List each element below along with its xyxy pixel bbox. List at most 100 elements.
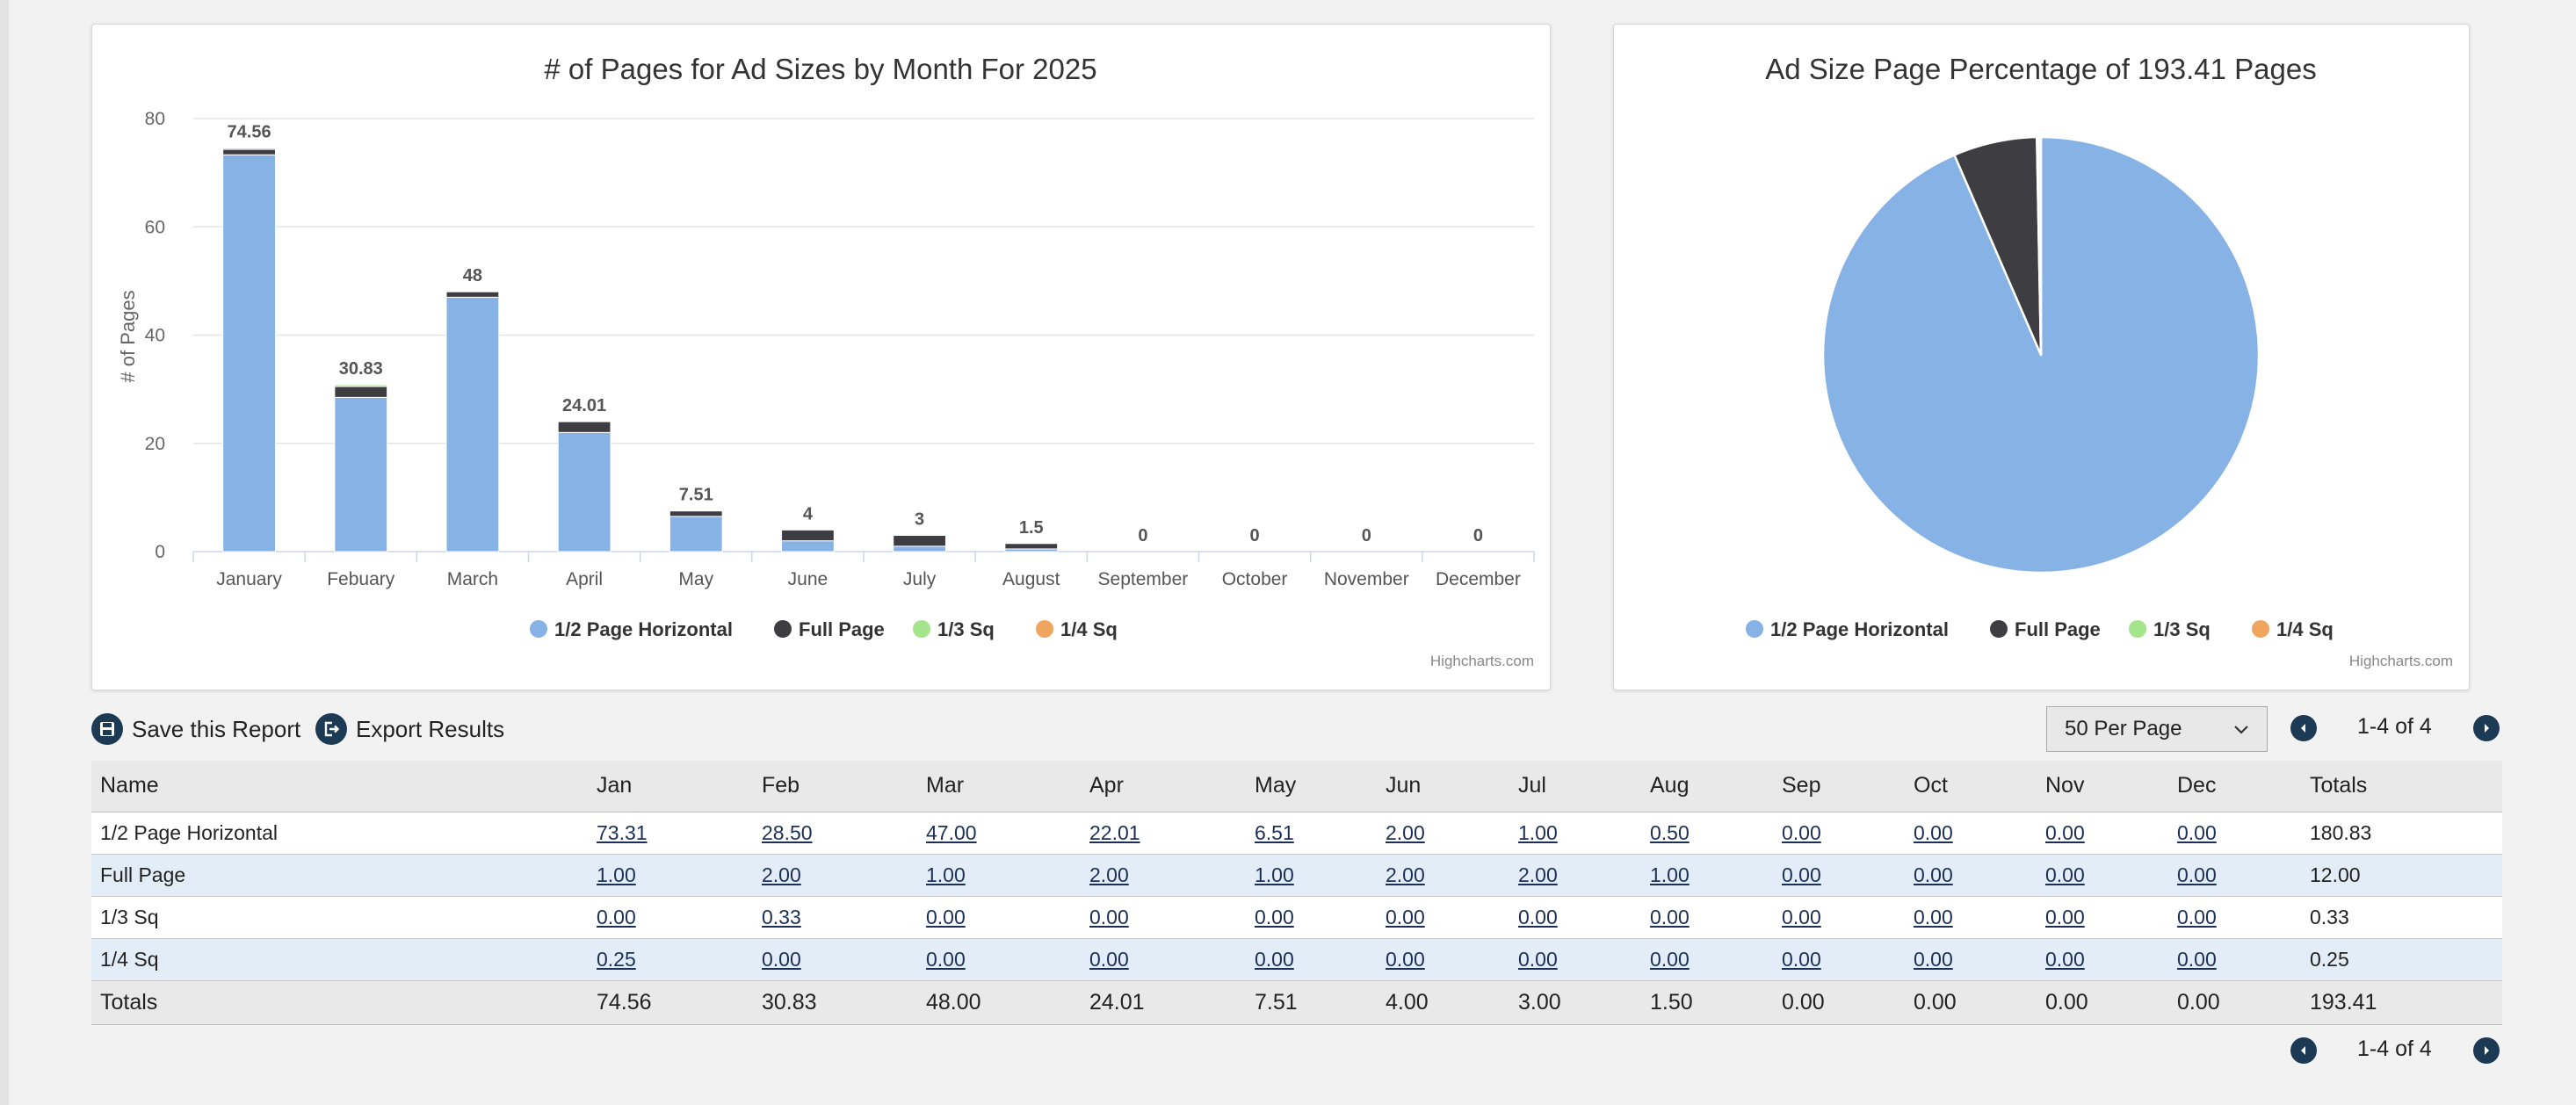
cell-link[interactable]: 0.00 xyxy=(2177,820,2217,844)
per-page-value: 50 Per Page xyxy=(2065,717,2182,740)
totals-cell: 0.00 xyxy=(1905,980,2037,1025)
data-label: 1.5 xyxy=(1019,518,1044,538)
cell-link[interactable]: 1.00 xyxy=(926,863,966,886)
legend-label: 1/4 Sq xyxy=(2276,618,2334,640)
cell-link[interactable]: 0.00 xyxy=(1650,905,1690,928)
cell-link[interactable]: 0.00 xyxy=(1782,905,1821,928)
cell-link[interactable]: 47.00 xyxy=(926,820,977,844)
prev-page-icon xyxy=(2301,724,2305,733)
cell-link[interactable]: 0.00 xyxy=(2045,820,2085,844)
cell-link[interactable]: 1.00 xyxy=(597,863,636,886)
cell-link[interactable]: 0.00 xyxy=(1914,947,1953,971)
cell-link[interactable]: 0.00 xyxy=(1089,947,1129,971)
cell-link[interactable]: 0.00 xyxy=(1386,905,1425,928)
cell-link[interactable]: 0.00 xyxy=(1255,947,1294,971)
legend-label: Full Page xyxy=(799,618,885,640)
cell-link[interactable]: 0.00 xyxy=(926,905,966,928)
legend-item-4[interactable]: 1/4 Sq xyxy=(1036,618,1118,640)
cell-link[interactable]: 2.00 xyxy=(762,863,801,886)
table-cell: 0.00 xyxy=(1641,938,1773,981)
cell-link[interactable]: 0.00 xyxy=(2045,863,2085,886)
cell-link[interactable]: 0.00 xyxy=(1255,905,1294,928)
cell-link[interactable]: 0.00 xyxy=(1518,905,1558,928)
column-header[interactable]: Dec xyxy=(2168,761,2301,812)
legend-item-3[interactable]: 1/3 Sq xyxy=(913,618,995,640)
cell-link[interactable]: 2.00 xyxy=(1386,863,1425,886)
column-header[interactable]: Jan xyxy=(588,761,753,812)
bar-segment xyxy=(557,421,611,433)
bar-segment xyxy=(669,510,723,517)
cell-link[interactable]: 6.51 xyxy=(1255,820,1294,844)
pie-chart-credit[interactable]: Highcharts.com xyxy=(2348,653,2453,669)
cell-link[interactable]: 2.00 xyxy=(1386,820,1425,844)
cell-link[interactable]: 2.00 xyxy=(1518,863,1558,886)
save-report-button[interactable]: Save this Report xyxy=(91,711,300,747)
per-page-select[interactable]: 50 Per Page xyxy=(2046,706,2268,752)
table-cell: 0.00 xyxy=(1509,938,1641,981)
cell-link[interactable]: 28.50 xyxy=(762,820,813,844)
column-header[interactable]: Apr xyxy=(1081,761,1246,812)
row-name: 1/2 Page Horizontal xyxy=(91,812,588,855)
cell-link[interactable]: 0.00 xyxy=(2177,947,2217,971)
column-header[interactable]: Sep xyxy=(1773,761,1905,812)
cell-link[interactable]: 1.00 xyxy=(1518,820,1558,844)
pie-legend-item-3[interactable]: 1/3 Sq xyxy=(2129,618,2211,640)
cell-link[interactable]: 0.00 xyxy=(1386,947,1425,971)
cell-link[interactable]: 0.00 xyxy=(1650,947,1690,971)
cell-link[interactable]: 0.00 xyxy=(1089,905,1129,928)
column-header[interactable]: Name xyxy=(91,761,588,812)
cell-link[interactable]: 1.00 xyxy=(1255,863,1294,886)
next-page-button-bottom[interactable] xyxy=(2473,1037,2500,1064)
prev-page-button-top[interactable] xyxy=(2290,715,2317,741)
cell-link[interactable]: 2.00 xyxy=(1089,863,1129,886)
next-page-icon xyxy=(2485,724,2489,733)
cell-link[interactable]: 0.33 xyxy=(762,905,801,928)
totals-cell: 0.00 xyxy=(2168,980,2301,1025)
cell-link[interactable]: 73.31 xyxy=(597,820,648,844)
cell-link[interactable]: 0.00 xyxy=(2045,905,2085,928)
prev-page-button-bottom[interactable] xyxy=(2290,1037,2317,1064)
cell-link[interactable]: 0.00 xyxy=(1782,820,1821,844)
bar-segment xyxy=(893,545,946,552)
cell-link[interactable]: 0.00 xyxy=(2177,863,2217,886)
cell-link[interactable]: 0.00 xyxy=(597,905,636,928)
data-label: 0 xyxy=(1362,526,1371,545)
cell-link[interactable]: 0.00 xyxy=(1782,947,1821,971)
pie-legend-item-2[interactable]: Full Page xyxy=(1990,618,2101,640)
cell-link[interactable]: 1.00 xyxy=(1650,863,1690,886)
column-header[interactable]: May xyxy=(1246,761,1377,812)
cell-link[interactable]: 0.00 xyxy=(1914,905,1953,928)
cell-link[interactable]: 0.00 xyxy=(2177,905,2217,928)
bar-chart-credit[interactable]: Highcharts.com xyxy=(1429,653,1534,669)
column-header[interactable]: Aug xyxy=(1641,761,1773,812)
cell-link[interactable]: 0.00 xyxy=(1782,863,1821,886)
column-header[interactable]: Feb xyxy=(753,761,917,812)
table-cell: 0.00 xyxy=(2037,812,2168,855)
column-header[interactable]: Nov xyxy=(2037,761,2168,812)
export-results-button[interactable]: Export Results xyxy=(315,711,504,747)
column-header[interactable]: Mar xyxy=(917,761,1081,812)
bar-segment xyxy=(222,154,276,552)
cell-link[interactable]: 0.00 xyxy=(2045,947,2085,971)
cell-link[interactable]: 0.50 xyxy=(1650,820,1690,844)
cell-link[interactable]: 0.00 xyxy=(1914,820,1953,844)
cell-link[interactable]: 22.01 xyxy=(1089,820,1140,844)
totals-cell: 0.00 xyxy=(2037,980,2168,1025)
legend-item-2[interactable]: Full Page xyxy=(774,618,885,640)
column-header[interactable]: Jun xyxy=(1377,761,1509,812)
page-range-top: 1-4 of 4 xyxy=(2357,714,2432,739)
cell-link[interactable]: 0.00 xyxy=(762,947,801,971)
legend-item-1[interactable]: 1/2 Page Horizontal xyxy=(530,618,733,640)
table-cell: 0.00 xyxy=(2168,854,2301,897)
x-tick-label: June xyxy=(788,569,829,589)
column-header[interactable]: Oct xyxy=(1905,761,2037,812)
column-header[interactable]: Jul xyxy=(1509,761,1641,812)
cell-link[interactable]: 0.00 xyxy=(1518,947,1558,971)
cell-link[interactable]: 0.00 xyxy=(1914,863,1953,886)
next-page-button-top[interactable] xyxy=(2473,715,2500,741)
cell-link[interactable]: 0.25 xyxy=(597,947,636,971)
cell-link[interactable]: 0.00 xyxy=(926,947,966,971)
pie-legend-item-4[interactable]: 1/4 Sq xyxy=(2252,618,2334,640)
column-header[interactable]: Totals xyxy=(2301,761,2502,812)
pie-legend-item-1[interactable]: 1/2 Page Horizontal xyxy=(1746,618,1949,640)
